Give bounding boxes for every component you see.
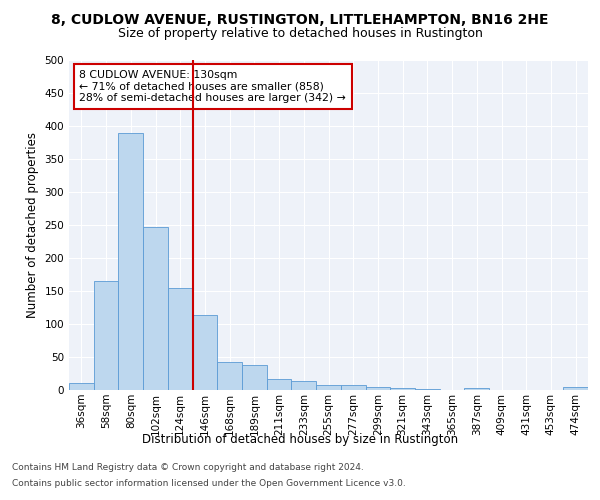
Bar (563, 388, 588, 390)
Bar (415, 388, 440, 390)
Bar (316, 384, 341, 390)
Bar (464, 388, 489, 390)
Text: Size of property relative to detached houses in Rustington: Size of property relative to detached ho… (118, 28, 482, 40)
Y-axis label: Number of detached properties: Number of detached properties (26, 132, 39, 318)
Bar (143, 227, 168, 390)
Bar (94, 281, 118, 390)
Bar (267, 379, 292, 390)
Text: Distribution of detached houses by size in Rustington: Distribution of detached houses by size … (142, 432, 458, 446)
Bar (341, 386, 365, 390)
Bar (292, 381, 316, 390)
Text: Contains HM Land Registry data © Crown copyright and database right 2024.: Contains HM Land Registry data © Crown c… (12, 464, 364, 472)
Text: 8 CUDLOW AVENUE: 130sqm
← 71% of detached houses are smaller (858)
28% of semi-d: 8 CUDLOW AVENUE: 130sqm ← 71% of detache… (79, 70, 346, 103)
Bar (390, 388, 415, 390)
Bar (168, 288, 193, 390)
Bar (365, 386, 390, 390)
Bar (242, 365, 267, 390)
Bar (193, 316, 217, 390)
Text: 8, CUDLOW AVENUE, RUSTINGTON, LITTLEHAMPTON, BN16 2HE: 8, CUDLOW AVENUE, RUSTINGTON, LITTLEHAMP… (51, 12, 549, 26)
Bar (69, 382, 94, 390)
Bar (217, 362, 242, 390)
Bar (118, 132, 143, 390)
Text: Contains public sector information licensed under the Open Government Licence v3: Contains public sector information licen… (12, 478, 406, 488)
